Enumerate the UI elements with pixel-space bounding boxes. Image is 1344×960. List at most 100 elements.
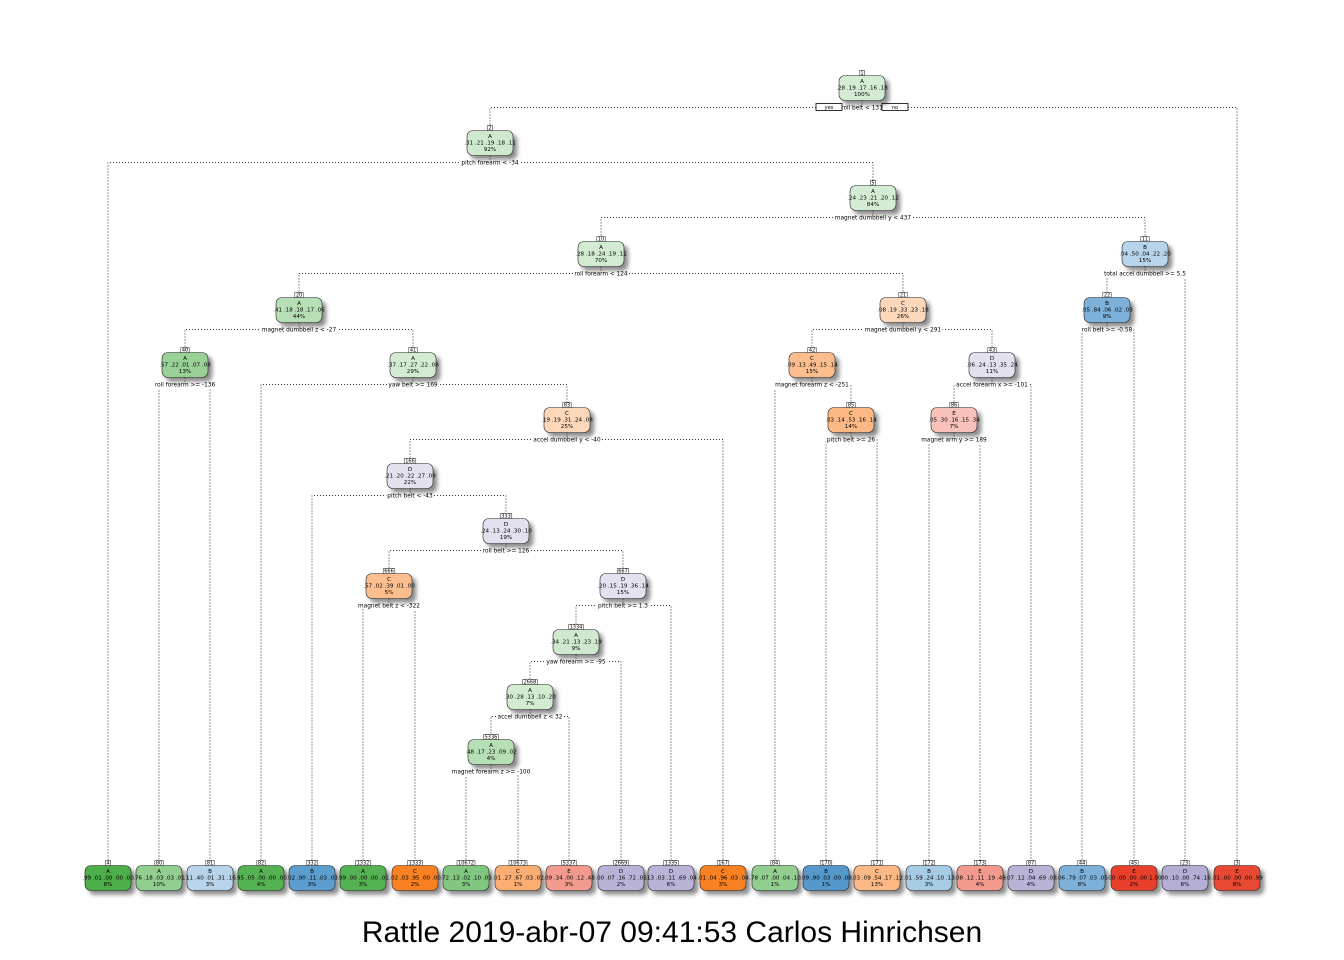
node-number: 1335 [665,860,678,866]
node-class: D [619,869,623,875]
leaf-node: 82 A.95 .05 .00 .00 .004% [235,860,287,891]
node-probabilities: .13 .03 .11 .69 .04 [645,876,697,882]
node-number-tab [949,402,959,408]
node-number: 332 [307,860,317,866]
node-percentage: 10% [153,882,165,888]
node-number: 45 [1131,860,1137,866]
node-class: C [565,411,569,417]
leaf-node: 44 B.06 .79 .07 .03 .058% [1056,860,1108,891]
node-probabilities: .48 .17 .23 .09 .02 [465,750,517,756]
yes-label: yes [825,105,834,111]
split-label-background [955,382,1030,389]
node-number-tab [205,860,215,866]
split-labels: roll belt < 131 pitch forearm < -34 magnet… [153,103,1188,776]
yes-branch-box: yes [815,103,843,111]
node-number: 173 [975,860,985,866]
node-percentage: 2% [617,882,626,888]
node-percentage: 3% [925,882,934,888]
node-number: 10672 [458,860,474,866]
split-label-background [387,382,439,389]
split-label: accel dumbbell y < -40 [533,438,601,444]
node-number: 167 [718,860,728,866]
leaf-node: 45 E.00 .00 .00 .00 1.002% [1106,860,1162,891]
leaf-node: 87 D.07 .12 .04 .69 .084% [1005,860,1057,891]
node-number: 81 [207,860,213,866]
node-class: A [574,633,578,639]
node-number: 170 [821,860,831,866]
tree-edge [953,384,1032,866]
node-percentage: 19% [500,535,512,541]
tree-edge [260,384,568,866]
split-label: magnet arm y >= 189 [921,438,987,444]
node-number-tab [663,860,679,866]
node-class: B [927,869,931,875]
node-number-tab [562,402,572,408]
node-number-tab [408,347,418,353]
node-number: 5337 [563,860,576,866]
node-probabilities: .09 .13 .49 .15 .14 [786,363,838,369]
node-number: 82 [258,860,264,866]
node-number-tab [616,568,630,574]
split-label-background [774,382,851,389]
node-class: C [875,869,879,875]
node-percentage: 11% [986,369,998,375]
node-percentage: 3% [565,882,574,888]
node-percentage: 15% [806,369,818,375]
node-number: 333 [501,513,511,519]
node-percentage: 3% [462,882,471,888]
node-probabilities: .76 .18 .03 .03 .01 [133,876,185,882]
node-class: C [849,411,853,417]
node-number-tab [180,347,190,353]
split-label: yaw forearm >= -95 [546,660,606,666]
node-number-tab [407,860,423,866]
node-probabilities: .01 .59 .24 .10 .13 [903,876,955,882]
node-number-tab [568,624,584,630]
node-class: B [1080,869,1084,875]
node-probabilities: .05 .84 .06 .02 .03 [1081,308,1133,314]
node-probabilities: .06 .24 .13 .35 .24 [966,363,1018,369]
node-probabilities: .21 .20 .22 .27 .09 [384,474,436,480]
tree-edge [600,217,1146,242]
split-label-background [532,437,602,444]
node-number: 23 [1182,860,1188,866]
node-number: 5336 [485,734,498,740]
node-class: C [810,356,814,362]
node-probabilities: .03 .14 .53 .16 .14 [825,418,877,424]
node-number-tab [456,860,476,866]
node-percentage: 13% [179,369,191,375]
node-percentage: 22% [404,480,416,486]
node-class: C [516,869,520,875]
node-class: E [567,869,571,875]
tree-edge [529,661,622,866]
node-number-tab [305,860,319,866]
split-label-background [357,603,422,610]
node-number-tab [987,347,997,353]
node-probabilities: .57 .22 .01 .07 .08 [159,363,211,369]
node-number: 11 [1142,236,1148,242]
leaf-node: 3 E.01 .00 .00 .00 .998% [1211,860,1263,891]
node-number: 20 [296,292,302,298]
node-number: 166 [405,458,415,464]
node-number: 172 [924,860,934,866]
split-label: total accel dumbbell >= 5.5 [1104,272,1186,278]
node-class: B [310,869,314,875]
node-probabilities: .11 .40 .01 .31 .16 [184,876,236,882]
node-probabilities: .01 .00 .00 .00 .99 [1211,876,1263,882]
split-label-background [1103,271,1188,278]
node-number: 4 [106,860,109,866]
node-probabilities: .05 .30 .16 .15 .34 [928,418,980,424]
node-probabilities: .24 .23 .21 .20 .12 [847,196,899,202]
split-label-background [920,437,989,444]
node-percentage: 4% [1027,882,1036,888]
node-number-tab [105,860,111,866]
split-label: magnet forearm z < -251 [775,383,849,389]
tree-edge [774,384,852,866]
split-label-background [481,548,531,555]
